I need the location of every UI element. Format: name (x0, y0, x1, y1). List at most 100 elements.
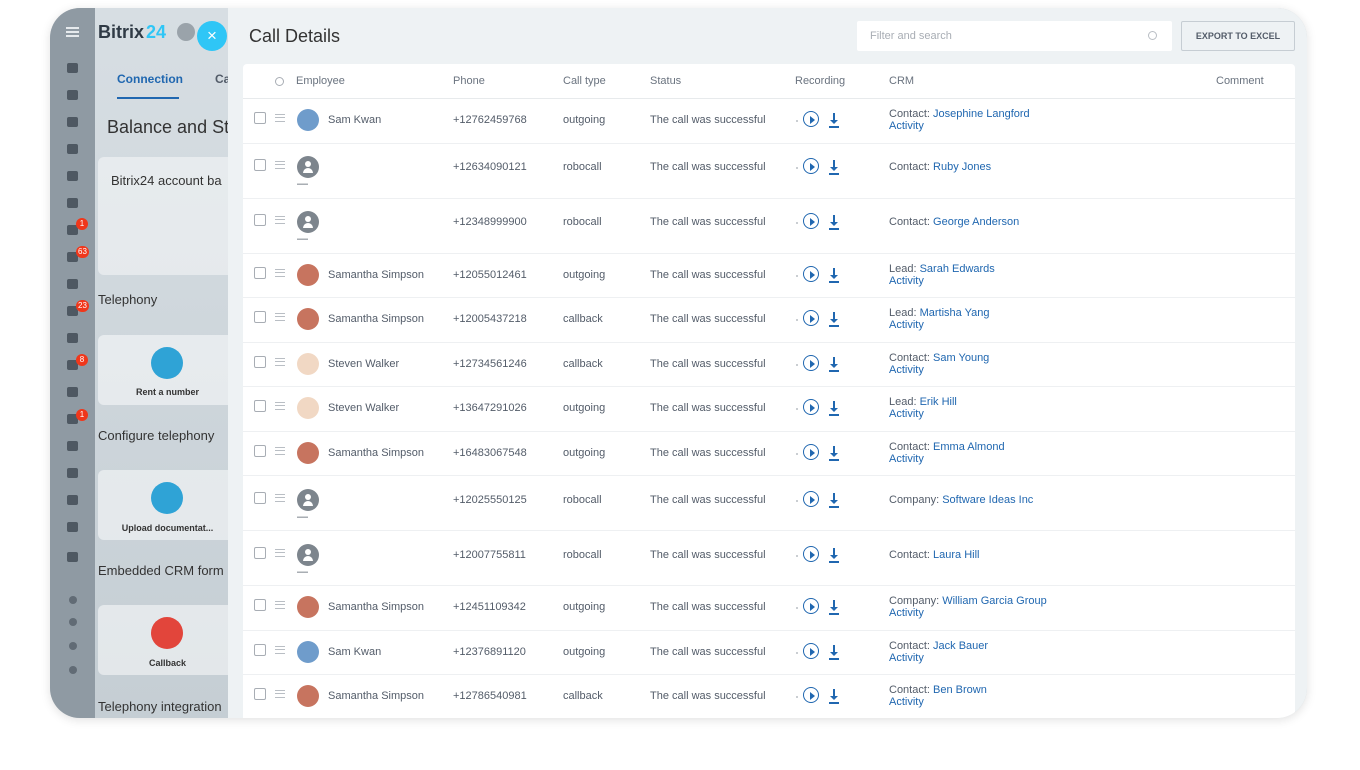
drag-handle[interactable] (275, 114, 285, 123)
settings-icon[interactable] (275, 77, 284, 86)
checkbox[interactable] (254, 546, 266, 559)
crm-name[interactable]: George Anderson (933, 216, 1020, 228)
sidebar-icon[interactable] (67, 360, 78, 370)
sidebar-icon[interactable] (67, 198, 78, 208)
sidebar-icon[interactable] (67, 144, 78, 154)
crm-name[interactable]: Sarah Edwards (919, 262, 995, 275)
sidebar-icon[interactable] (67, 468, 78, 478)
crm-activity[interactable]: Activity (889, 452, 924, 465)
crm-activity[interactable]: Activity (889, 319, 924, 332)
crm-activity[interactable]: Activity (889, 363, 924, 376)
drag-handle[interactable] (275, 357, 285, 366)
play-button[interactable] (803, 354, 819, 371)
close-button[interactable]: × (197, 21, 227, 51)
drag-handle[interactable] (275, 645, 285, 654)
row-separator (243, 629, 1295, 631)
checkbox[interactable] (254, 400, 266, 413)
drag-handle[interactable] (275, 493, 285, 502)
sidebar-icon[interactable] (69, 596, 77, 604)
sidebar-icon[interactable] (67, 63, 78, 73)
crm-name[interactable]: Emma Almond (933, 440, 1005, 453)
drag-handle[interactable] (275, 446, 285, 455)
checkbox[interactable] (254, 266, 266, 279)
checkbox[interactable] (254, 112, 266, 125)
play-button[interactable] (803, 545, 819, 562)
crm-name[interactable]: Ruby Jones (933, 161, 992, 173)
crm-name[interactable]: Ben Brown (933, 684, 987, 697)
crm-link: Contact: Emma Almond (889, 441, 1005, 454)
crm-name[interactable]: Sam Young (933, 351, 990, 364)
play-button[interactable] (803, 687, 819, 704)
sidebar-icon[interactable] (67, 333, 78, 343)
play-button[interactable] (803, 598, 819, 615)
drag-handle[interactable] (275, 690, 285, 699)
sidebar-icon[interactable] (67, 495, 78, 505)
sidebar-icon[interactable] (69, 642, 77, 650)
play-button[interactable] (803, 399, 819, 416)
sidebar-icon[interactable] (67, 252, 78, 262)
drag-handle[interactable] (275, 268, 285, 277)
sidebar-icon[interactable] (67, 225, 78, 235)
tab-active[interactable]: Connection (117, 72, 183, 86)
employee-name: — (297, 510, 308, 523)
export-button[interactable]: EXPORT TO EXCEL (1181, 21, 1295, 51)
sidebar-icon[interactable] (69, 618, 77, 626)
checkbox[interactable] (254, 491, 266, 504)
crm-activity[interactable]: Activity (889, 696, 924, 709)
checkbox[interactable] (254, 214, 266, 226)
crm-activity[interactable]: Activity (889, 274, 924, 287)
checkbox[interactable] (254, 643, 266, 656)
sidebar-icon[interactable] (67, 441, 78, 451)
menu-icon[interactable] (66, 27, 79, 37)
drag-handle[interactable] (275, 402, 285, 411)
sidebar-icon[interactable] (69, 666, 77, 674)
play-button[interactable] (803, 310, 819, 327)
sidebar-icon[interactable] (67, 552, 78, 562)
play-button[interactable] (803, 642, 819, 659)
rec-dot (796, 274, 798, 277)
sidebar-icon[interactable] (67, 117, 78, 127)
sidebar-icon[interactable] (67, 414, 78, 424)
crm-name[interactable]: Jack Bauer (933, 639, 989, 652)
drag-handle-mid (275, 164, 285, 165)
drag-handle[interactable] (275, 313, 285, 322)
play-button[interactable] (803, 111, 819, 128)
checkbox[interactable] (254, 311, 266, 324)
crm-activity[interactable]: Activity (889, 607, 924, 620)
crm-name[interactable]: William Garcia Group (942, 595, 1047, 608)
checkbox[interactable] (254, 444, 266, 457)
sidebar-icon[interactable] (67, 306, 78, 316)
play-button[interactable] (803, 213, 819, 229)
sidebar-icon[interactable] (67, 279, 78, 289)
sidebar-icon[interactable] (67, 522, 78, 532)
checkbox[interactable] (254, 355, 266, 368)
crm-name[interactable]: Laura Hill (933, 548, 980, 561)
crm-activity[interactable]: Activity (889, 408, 924, 421)
sidebar-icon[interactable] (67, 90, 78, 100)
crm-activity[interactable]: Activity (889, 120, 924, 133)
play-button[interactable] (803, 265, 819, 282)
crm-name[interactable]: Software Ideas Inc (942, 493, 1034, 506)
download-base (829, 173, 839, 175)
play-button[interactable] (803, 443, 819, 460)
crm-name[interactable]: Erik Hill (919, 396, 957, 409)
crm-name[interactable]: Martisha Yang (919, 307, 990, 320)
checkbox[interactable] (254, 159, 266, 171)
tile-icon (151, 482, 183, 514)
avatar (297, 352, 319, 375)
sidebar-icon[interactable] (67, 387, 78, 397)
checkbox[interactable] (254, 688, 266, 701)
download-stem (833, 600, 835, 609)
search-box[interactable] (857, 21, 1172, 51)
drag-handle[interactable] (275, 601, 285, 610)
crm-activity[interactable]: Activity (889, 651, 924, 664)
tab[interactable]: Ca (215, 72, 231, 86)
play-button[interactable] (803, 490, 819, 507)
sidebar-icon[interactable] (67, 171, 78, 181)
drag-handle[interactable] (275, 548, 285, 557)
drag-handle[interactable] (275, 216, 285, 224)
play-button[interactable] (803, 158, 819, 174)
checkbox[interactable] (254, 599, 266, 612)
crm-name[interactable]: Josephine Langford (933, 108, 1030, 121)
drag-handle[interactable] (275, 161, 285, 169)
